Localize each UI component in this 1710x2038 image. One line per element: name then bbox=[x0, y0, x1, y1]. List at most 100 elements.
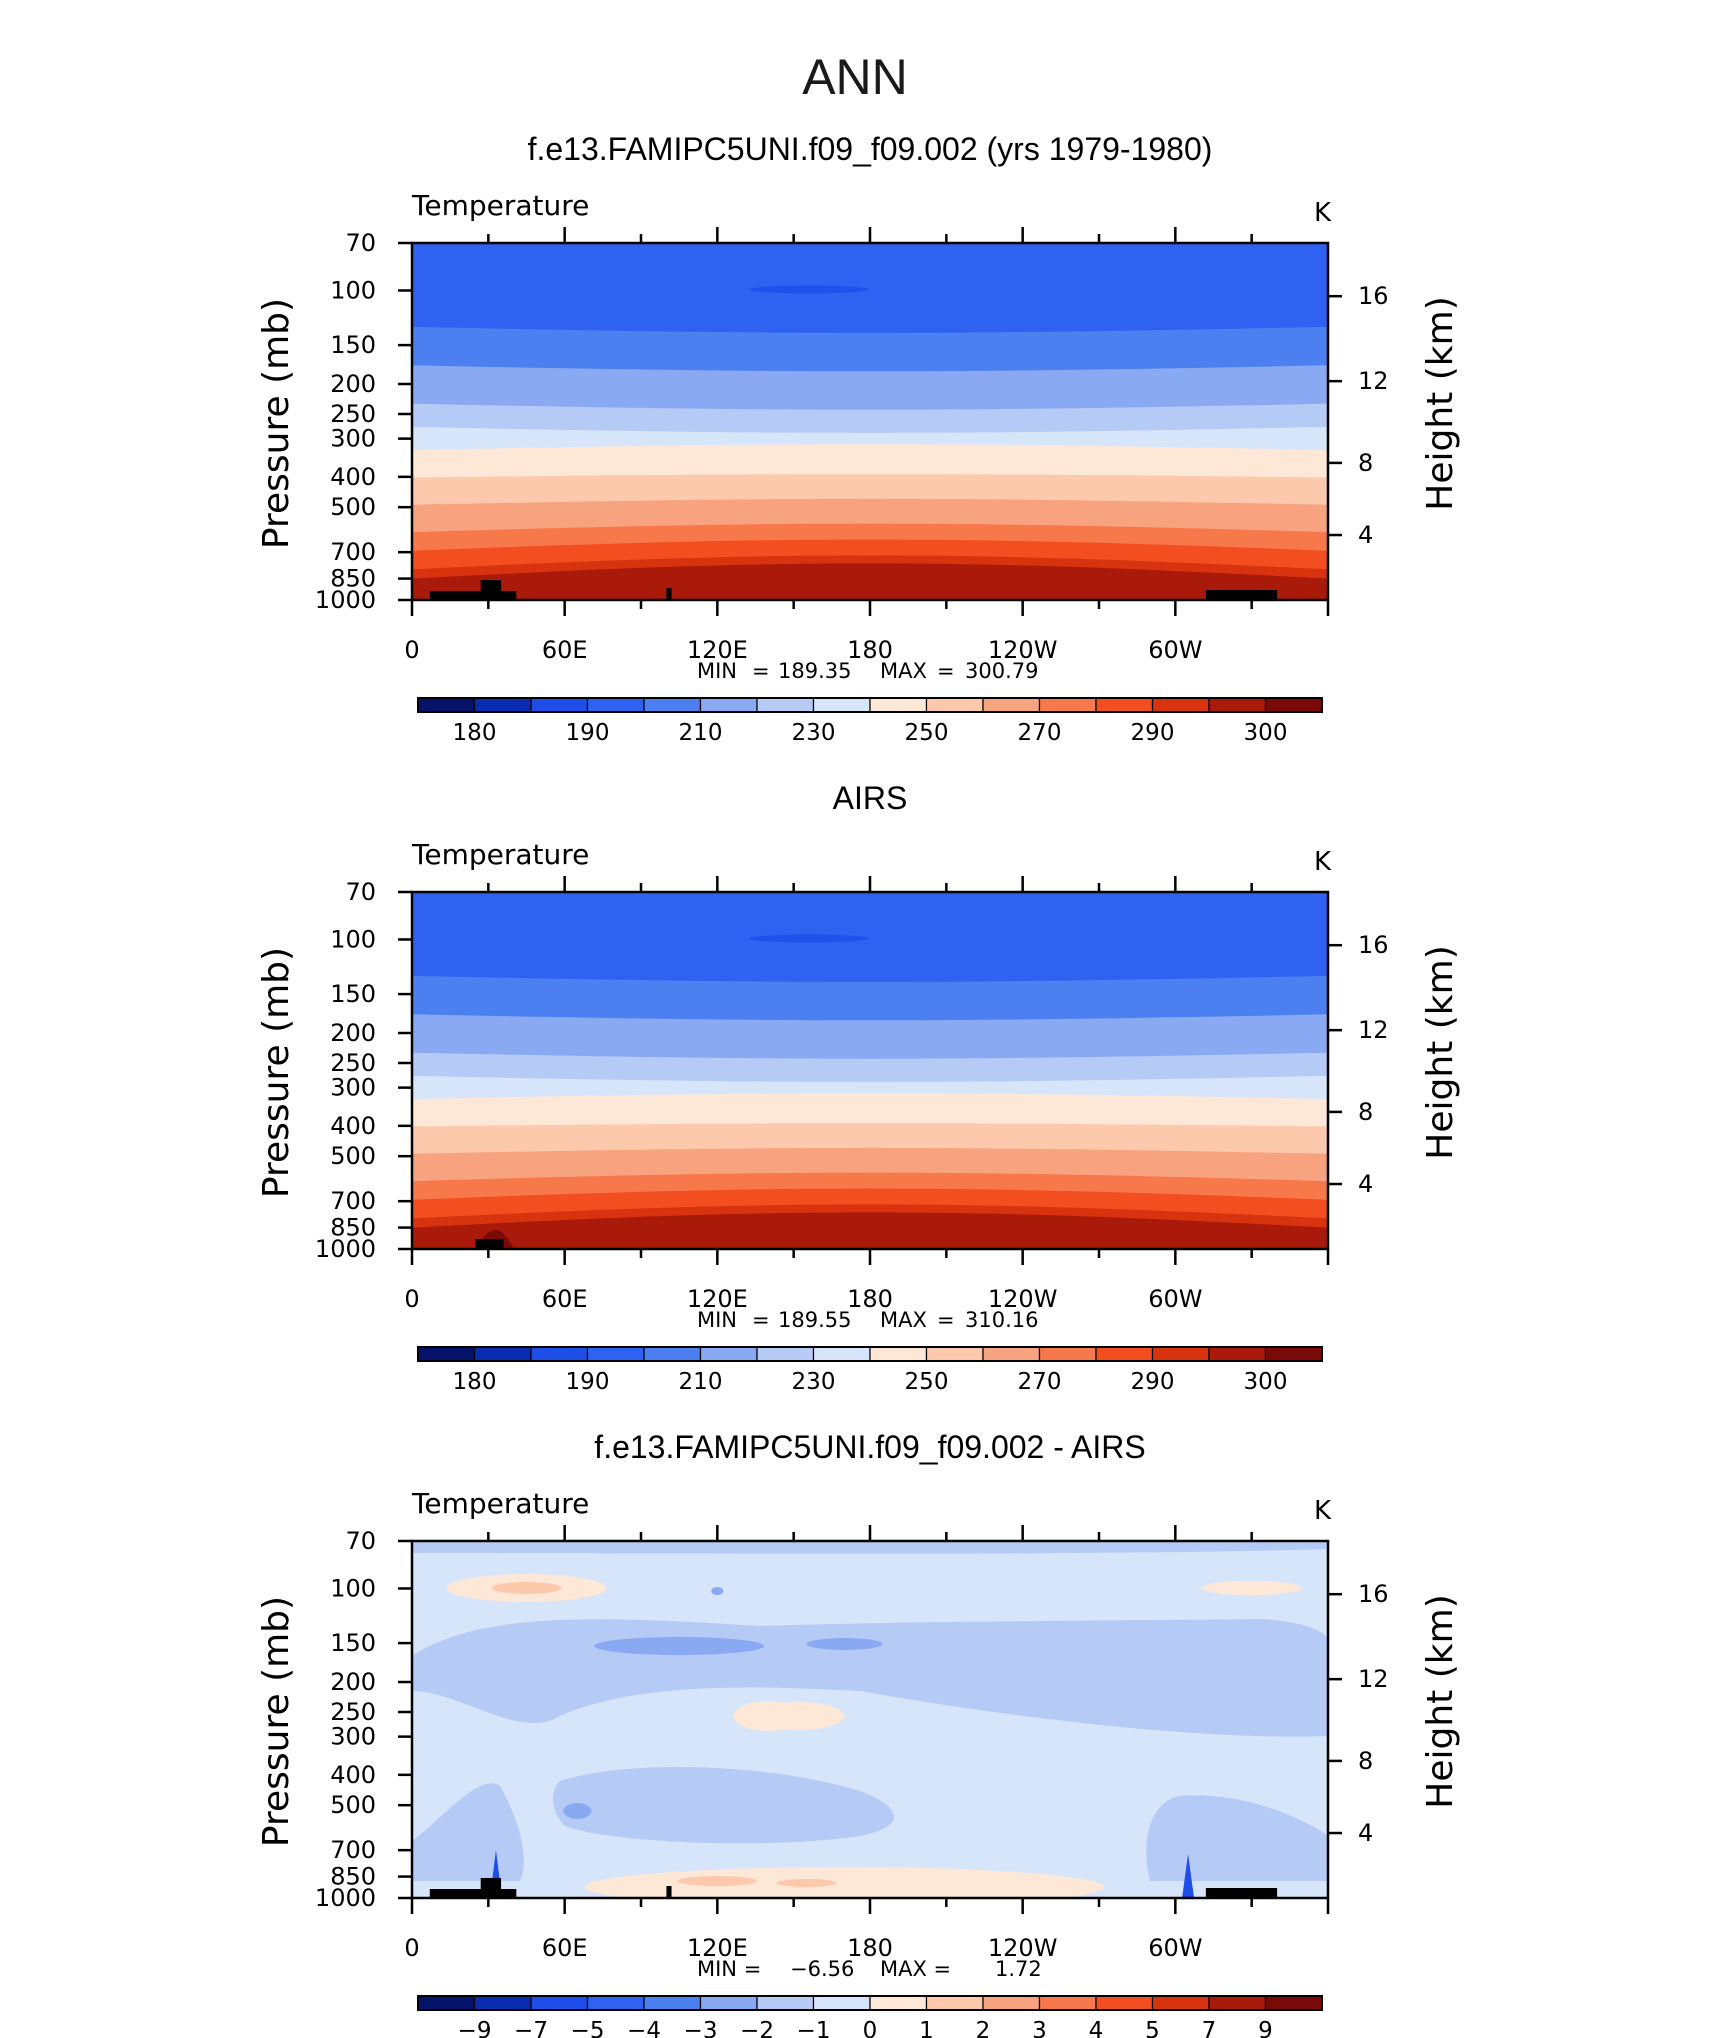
x-tick-label: 60W bbox=[1148, 1934, 1202, 1962]
panel-title: AIRS bbox=[833, 780, 908, 816]
y-tick-label: 200 bbox=[330, 1668, 376, 1696]
colorbar-box bbox=[586, 1995, 645, 2011]
colorbar-box bbox=[699, 697, 758, 713]
colorbar-box bbox=[1095, 1346, 1154, 1362]
y-tick-label: 700 bbox=[330, 538, 376, 566]
colorbar-box bbox=[473, 1995, 532, 2011]
y-tick-label: 250 bbox=[330, 400, 376, 428]
colorbar-box bbox=[982, 1995, 1041, 2011]
colorbar-label: 190 bbox=[566, 720, 610, 746]
colorbar-label: 180 bbox=[453, 720, 497, 746]
colorbar-box bbox=[869, 1346, 928, 1362]
colorbar-label: 210 bbox=[679, 720, 723, 746]
cool-anomaly-region bbox=[1146, 1795, 1328, 1881]
x-tick-label: 120W bbox=[988, 1934, 1058, 1962]
colorbar-box bbox=[1095, 697, 1154, 713]
x-tick-label: 60E bbox=[542, 636, 588, 664]
topography-mask bbox=[1205, 590, 1278, 600]
colorbar-label: 9 bbox=[1258, 2018, 1273, 2038]
x-tick-label: 180 bbox=[847, 1285, 893, 1313]
strong-cool-anomaly bbox=[594, 1637, 765, 1655]
y2-tick-label: 8 bbox=[1358, 1098, 1373, 1126]
colorbar-box bbox=[982, 1346, 1041, 1362]
colorbar-box bbox=[1038, 1346, 1097, 1362]
warm-anomaly-region bbox=[753, 1702, 844, 1730]
colorbar-box bbox=[812, 697, 871, 713]
strong-cool-anomaly bbox=[563, 1803, 592, 1819]
strong-cool-anomaly bbox=[711, 1587, 724, 1595]
x-tick-label: 120W bbox=[988, 1285, 1058, 1313]
x-tick-label: 180 bbox=[847, 636, 893, 664]
colorbar-label: 290 bbox=[1131, 1369, 1175, 1395]
colorbar-box bbox=[1151, 697, 1210, 713]
colorbar-label: 250 bbox=[905, 720, 949, 746]
colorbar-box bbox=[756, 1346, 815, 1362]
colorbar-box bbox=[982, 697, 1041, 713]
colorbar-box bbox=[812, 1995, 871, 2011]
figure-title: ANN bbox=[802, 49, 908, 105]
y-tick-label: 400 bbox=[330, 1761, 376, 1789]
colorbar-box bbox=[869, 697, 928, 713]
y2-tick-label: 12 bbox=[1358, 1016, 1389, 1044]
colorbar-box bbox=[473, 1346, 532, 1362]
colorbar-box bbox=[1038, 1995, 1097, 2011]
colorbar-box bbox=[1208, 1995, 1267, 2011]
min-label: MIN = bbox=[697, 1957, 761, 1981]
y2-axis-label: Height (km) bbox=[1420, 1594, 1461, 1808]
colorbar-label: 0 bbox=[863, 2018, 878, 2038]
strong-cool-anomaly bbox=[806, 1638, 883, 1650]
topography-mask bbox=[480, 580, 502, 600]
colorbar-box bbox=[925, 1995, 984, 2011]
y-tick-label: 250 bbox=[330, 1049, 376, 1077]
panel-title: f.e13.FAMIPC5UNI.f09_f09.002 (yrs 1979-1… bbox=[528, 131, 1213, 167]
y-axis-label: Pressure (mb) bbox=[256, 1596, 297, 1847]
colorbar-box bbox=[417, 1995, 476, 2011]
colorbar-box bbox=[756, 697, 815, 713]
equals-sign: = bbox=[937, 1308, 955, 1332]
x-tick-label: 0 bbox=[404, 636, 419, 664]
max-label: MAX = bbox=[880, 1957, 951, 1981]
colorbar-label: −9 bbox=[458, 2018, 492, 2038]
units-label: K bbox=[1314, 1496, 1332, 1526]
y2-axis-label: Height (km) bbox=[1420, 945, 1461, 1159]
chart-panel-3: f.e13.FAMIPC5UNI.f09_f09.002 - AIRSTempe… bbox=[256, 1429, 1461, 2038]
strong-warm-anomaly bbox=[677, 1876, 758, 1886]
colorbar-label: 180 bbox=[453, 1369, 497, 1395]
y2-tick-label: 8 bbox=[1358, 449, 1373, 477]
warm-anomaly-region bbox=[584, 1867, 1105, 1898]
colorbar-frame bbox=[417, 1346, 1323, 1362]
colorbar-frame bbox=[417, 1995, 1323, 2011]
colorbar-label: −3 bbox=[684, 2018, 718, 2038]
colorbar-label: 210 bbox=[679, 1369, 723, 1395]
colorbar-box bbox=[1038, 697, 1097, 713]
y-tick-label: 150 bbox=[330, 980, 376, 1008]
y-tick-label: 850 bbox=[330, 565, 376, 593]
x-tick-label: 60E bbox=[542, 1285, 588, 1313]
y-tick-label: 70 bbox=[345, 1527, 376, 1555]
y-tick-label: 100 bbox=[330, 925, 376, 953]
colorbar-label: 300 bbox=[1244, 1369, 1288, 1395]
contour-field bbox=[412, 892, 1328, 1249]
colorbar-box bbox=[643, 1995, 702, 2011]
topography-mask bbox=[1205, 1888, 1278, 1898]
y-tick-label: 400 bbox=[330, 1112, 376, 1140]
colorbar-label: 270 bbox=[1018, 720, 1062, 746]
x-tick-label: 120W bbox=[988, 636, 1058, 664]
colorbar-box bbox=[1264, 1346, 1323, 1362]
colorbar-box bbox=[1208, 697, 1267, 713]
equals-sign: = bbox=[937, 659, 955, 683]
strong-warm-anomaly bbox=[776, 1879, 837, 1887]
min-value: 189.35 bbox=[778, 659, 851, 683]
variable-label: Temperature bbox=[411, 1487, 589, 1520]
y-tick-label: 850 bbox=[330, 1214, 376, 1242]
colorbar-box bbox=[417, 697, 476, 713]
colorbar-box bbox=[417, 1346, 476, 1362]
y-tick-label: 200 bbox=[330, 1019, 376, 1047]
y2-tick-label: 4 bbox=[1358, 1819, 1373, 1847]
colorbar-box bbox=[643, 1346, 702, 1362]
y-tick-label: 250 bbox=[330, 1698, 376, 1726]
max-value: 300.79 bbox=[965, 659, 1038, 683]
colorbar-label: 7 bbox=[1202, 2018, 1217, 2038]
x-tick-label: 0 bbox=[404, 1934, 419, 1962]
y-tick-label: 300 bbox=[330, 1723, 376, 1751]
